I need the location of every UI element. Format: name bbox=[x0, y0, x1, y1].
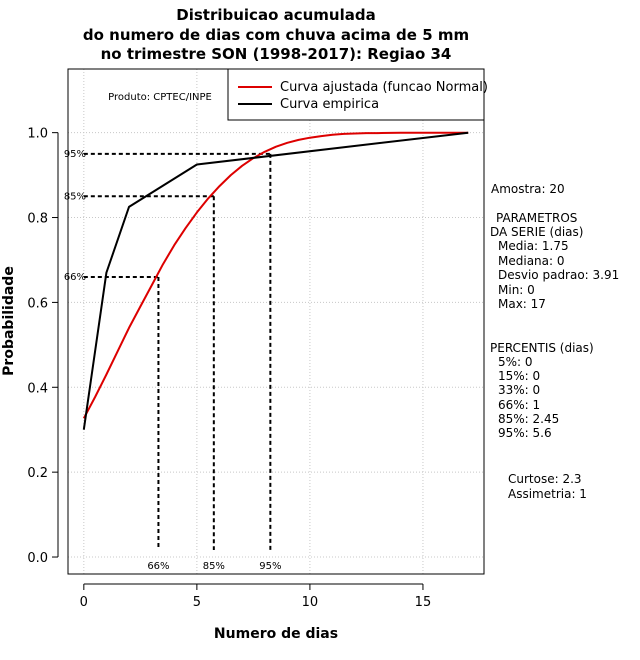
y-axis: 0.0 0.2 0.4 0.6 0.8 1.0 bbox=[27, 127, 59, 566]
y-tick-label: 0.8 bbox=[27, 212, 48, 227]
percentile-lines: 66% 66% 85% 85% 95% 95% bbox=[64, 149, 282, 572]
series-line-fitted-normal bbox=[82, 131, 469, 419]
chart-title-line-2: do numero de dias com chuva acima de 5 m… bbox=[83, 26, 469, 44]
stat-mediana: Mediana: 0 bbox=[498, 254, 565, 268]
legend-label-empirical: Curva empirica bbox=[280, 97, 379, 112]
stat-desvio: Desvio padrao: 3.91 bbox=[498, 268, 619, 282]
stat-percentis-title: PERCENTIS (dias) bbox=[490, 341, 594, 355]
y-tick-label: 0.0 bbox=[27, 551, 48, 566]
x-tick-label: 5 bbox=[193, 595, 201, 610]
stat-p85: 85%: 2.45 bbox=[498, 412, 559, 426]
stat-p15: 15%: 0 bbox=[498, 369, 540, 383]
plot-area: 66% 66% 85% 85% 95% 95% bbox=[64, 68, 485, 575]
stat-min: Min: 0 bbox=[498, 283, 535, 297]
y-tick-label: 0.4 bbox=[27, 381, 48, 396]
y-tick-label: 1.0 bbox=[27, 127, 48, 142]
percentile-label-bottom: 85% bbox=[203, 561, 225, 572]
chart-title-line-3: no trimestre SON (1998-2017): Regiao 34 bbox=[101, 45, 452, 63]
stat-max: Max: 17 bbox=[498, 297, 546, 311]
legend-label-fitted: Curva ajustada (funcao Normal) bbox=[280, 80, 488, 95]
percentile-label-left: 95% bbox=[64, 149, 86, 160]
stat-amostra: Amostra: 20 bbox=[491, 182, 565, 196]
percentile-label-bottom: 66% bbox=[147, 561, 169, 572]
percentile-label-bottom: 95% bbox=[259, 561, 281, 572]
stat-media: Media: 1.75 bbox=[498, 239, 569, 253]
stat-assimetria: Assimetria: 1 bbox=[508, 487, 587, 501]
stat-p66: 66%: 1 bbox=[498, 398, 540, 412]
stats-panel: Amostra: 20 PARAMETROS DA SERIE (dias) M… bbox=[490, 182, 619, 501]
series-line-empirical bbox=[82, 131, 469, 430]
legend: Curva ajustada (funcao Normal) Curva emp… bbox=[227, 68, 488, 121]
stat-p5: 5%: 0 bbox=[498, 355, 533, 369]
stat-params-title-1: PARAMETROS bbox=[496, 211, 577, 225]
grid-lines bbox=[68, 69, 484, 574]
x-tick-label: 0 bbox=[80, 595, 88, 610]
percentile-label-left: 66% bbox=[64, 272, 86, 283]
series-lines bbox=[82, 131, 469, 430]
stat-p33: 33%: 0 bbox=[498, 383, 540, 397]
x-axis-label: Numero de dias bbox=[214, 626, 338, 642]
stat-curtose: Curtose: 2.3 bbox=[508, 472, 582, 486]
plot-frame bbox=[67, 68, 485, 575]
y-axis-label: Probabilidade bbox=[1, 266, 17, 376]
chart-title-line-1: Distribuicao acumulada bbox=[176, 6, 375, 24]
x-tick-label: 15 bbox=[415, 595, 432, 610]
legend-box bbox=[227, 68, 485, 121]
x-axis: 0 5 10 15 bbox=[80, 583, 432, 610]
stat-params-title-2: DA SERIE (dias) bbox=[490, 225, 583, 239]
product-label: Produto: CPTEC/INPE bbox=[108, 92, 212, 103]
y-tick-label: 0.2 bbox=[27, 466, 48, 481]
stat-p95: 95%: 5.6 bbox=[498, 426, 552, 440]
percentile-label-left: 85% bbox=[64, 191, 86, 202]
y-tick-label: 0.6 bbox=[27, 296, 48, 311]
x-tick-label: 10 bbox=[302, 595, 319, 610]
